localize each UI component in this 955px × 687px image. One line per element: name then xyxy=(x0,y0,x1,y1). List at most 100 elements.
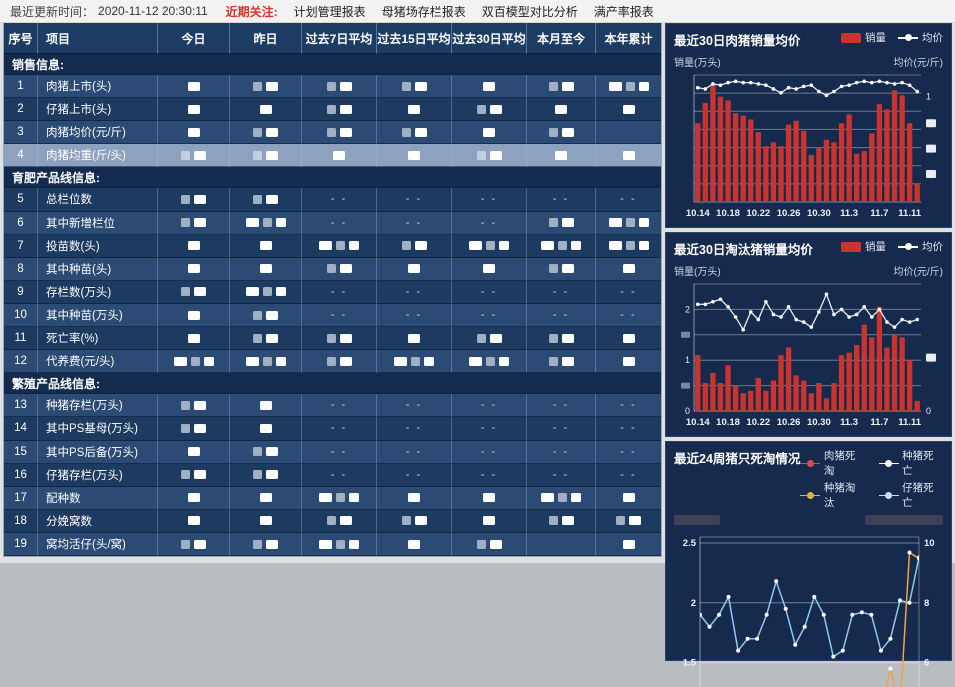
value-cell xyxy=(526,121,595,145)
table-row[interactable]: 10 其中种苗(万头) - - - - - - - - - - xyxy=(4,303,661,328)
value-cell xyxy=(595,98,661,122)
item-name-cell: 其中PS基母(万头) xyxy=(37,417,157,441)
value-cell: - - xyxy=(376,463,451,487)
table-row[interactable]: 12 代养费(元/头) xyxy=(4,350,661,374)
redacted-value xyxy=(181,218,190,228)
value-cell xyxy=(526,532,595,557)
table-row[interactable]: 3 肉猪均价(元/斤) xyxy=(4,121,661,145)
chart-panel-cull-pig-sales-price: 最近30日淘汰猪销量均价 销量 均价 销量(万头) 均价(元/斤) 0 1 2 0 10.… xyxy=(665,232,952,437)
value-cell xyxy=(595,121,661,145)
no-data-dashes: - - xyxy=(552,193,570,206)
redacted-value xyxy=(548,81,558,91)
bar-swatch-icon xyxy=(841,32,861,43)
line-marker-icon xyxy=(898,33,918,43)
nav-link[interactable]: 母猪场存栏报表 xyxy=(381,4,466,19)
value-cell xyxy=(157,211,229,235)
table-row[interactable]: 1 肉猪上市(头) xyxy=(4,75,661,99)
value-cell: - - xyxy=(526,463,595,487)
value-cell xyxy=(229,257,301,281)
redacted-value xyxy=(187,104,200,114)
redacted-value xyxy=(266,81,278,91)
nav-link[interactable]: 双百模型对比分析 xyxy=(481,4,578,19)
value-cell: - - xyxy=(526,280,595,304)
value-cell xyxy=(301,350,376,374)
legend-item[interactable]: 销量 xyxy=(841,30,886,45)
value-cell xyxy=(595,350,661,374)
legend-item[interactable]: 种猪死亡 xyxy=(878,448,943,478)
column-header: 今日 xyxy=(157,23,229,54)
redacted-value xyxy=(336,539,345,549)
cull-pig-sales-price-chart[interactable]: 0 1 2 0 10.14 10.18 10.22 10.26 10.30 11.3 11.7 11.… xyxy=(674,278,943,433)
table-row[interactable]: 19 窝均活仔(头/窝) xyxy=(4,532,661,557)
column-header: 昨日 xyxy=(229,23,301,54)
legend-item[interactable]: 仔猪死亡 xyxy=(878,480,943,510)
pork-sales-price-chart[interactable]: 1 10.14 10.18 10.22 10.26 10.30 11.3 11.7 11.11 xyxy=(674,69,943,224)
table-row[interactable]: 11 死亡率(%) xyxy=(4,327,661,351)
legend-item[interactable]: 肉猪死淘 xyxy=(800,448,864,478)
table-row[interactable]: 7 投苗数(头) xyxy=(4,234,661,258)
legend-item[interactable]: 均价 xyxy=(898,30,943,45)
item-name-cell: 肉猪上市(头) xyxy=(37,75,157,99)
value-cell: - - xyxy=(595,417,661,441)
svg-text:6: 6 xyxy=(924,658,929,669)
value-cell xyxy=(301,532,376,557)
nav-link[interactable]: 满产率报表 xyxy=(593,4,654,19)
table-row[interactable]: 4 肉猪均重(斤/头) xyxy=(4,144,661,168)
row-index-cell: 11 xyxy=(4,327,37,351)
legend-item[interactable]: 种猪淘汰 xyxy=(800,480,864,510)
row-index-cell: 7 xyxy=(4,235,37,258)
table-row[interactable]: 13 种猪存栏(万头) - - - - - - - - - - xyxy=(4,394,661,418)
svg-text:10.22: 10.22 xyxy=(746,417,770,428)
value-cell: - - xyxy=(376,303,451,328)
legend-label: 均价 xyxy=(922,241,943,253)
no-data-dashes: - - xyxy=(620,422,637,435)
table-row[interactable]: 8 其中种苗(头) xyxy=(4,257,661,281)
nav-link[interactable]: 计划管理报表 xyxy=(293,4,366,19)
redacted-value xyxy=(489,104,502,114)
table-row[interactable]: 9 存栏数(万头) - - - - - - - - - - xyxy=(4,280,661,304)
row-index-cell: 13 xyxy=(4,394,37,418)
redacted-value xyxy=(259,493,272,503)
svg-text:10.26: 10.26 xyxy=(777,208,801,219)
table-row[interactable]: 6 其中新增栏位 - - - - - - xyxy=(4,211,661,235)
redacted-value xyxy=(408,104,420,114)
no-data-dashes: - - xyxy=(620,285,637,298)
no-data-dashes: - - xyxy=(480,309,498,322)
value-cell xyxy=(157,144,229,168)
value-cell xyxy=(229,327,301,351)
redacted-value xyxy=(259,104,272,114)
redacted-value xyxy=(266,447,278,457)
item-name-cell: 存栏数(万头) xyxy=(37,280,157,304)
value-cell xyxy=(157,121,229,145)
redacted-value xyxy=(408,493,420,503)
redacted-value xyxy=(275,218,286,228)
redacted-value xyxy=(253,150,262,160)
right-axis-title-redacted xyxy=(865,514,943,525)
redacted-value xyxy=(326,127,336,137)
table-row[interactable]: 18 分娩窝数 xyxy=(4,509,661,533)
table-row[interactable]: 5 总栏位数 - - - - - - - - - - xyxy=(4,188,661,212)
redacted-value xyxy=(483,516,495,526)
redacted-value xyxy=(266,194,278,204)
table-row[interactable]: 2 仔猪上市(头) xyxy=(4,98,661,122)
redacted-value xyxy=(571,493,581,503)
value-cell xyxy=(301,98,376,122)
weekly-mortality-chart[interactable]: 2.5 10 2 8 1.5 6 xyxy=(674,527,943,687)
value-cell xyxy=(301,75,376,99)
value-cell xyxy=(157,440,229,464)
redacted-value xyxy=(262,218,272,228)
table-row[interactable]: 16 仔猪存栏(万头) - - - - - - - - - - xyxy=(4,463,661,487)
table-row[interactable]: 14 其中PS基母(万头) - - - - - - - - - - xyxy=(4,417,661,441)
table-row[interactable]: 17 配种数 xyxy=(4,486,661,510)
legend-item[interactable]: 销量 xyxy=(841,239,886,254)
legend-item[interactable]: 均价 xyxy=(898,239,943,254)
value-cell: - - xyxy=(451,394,526,418)
redacted-value xyxy=(190,356,200,366)
value-cell xyxy=(157,327,229,351)
no-data-dashes: - - xyxy=(620,468,637,481)
value-cell xyxy=(229,144,301,168)
redacted-value xyxy=(408,333,420,343)
svg-text:10.14: 10.14 xyxy=(686,208,710,219)
table-row[interactable]: 15 其中PS后备(万头) - - - - - - - - - - xyxy=(4,440,661,464)
value-cell xyxy=(451,509,526,533)
